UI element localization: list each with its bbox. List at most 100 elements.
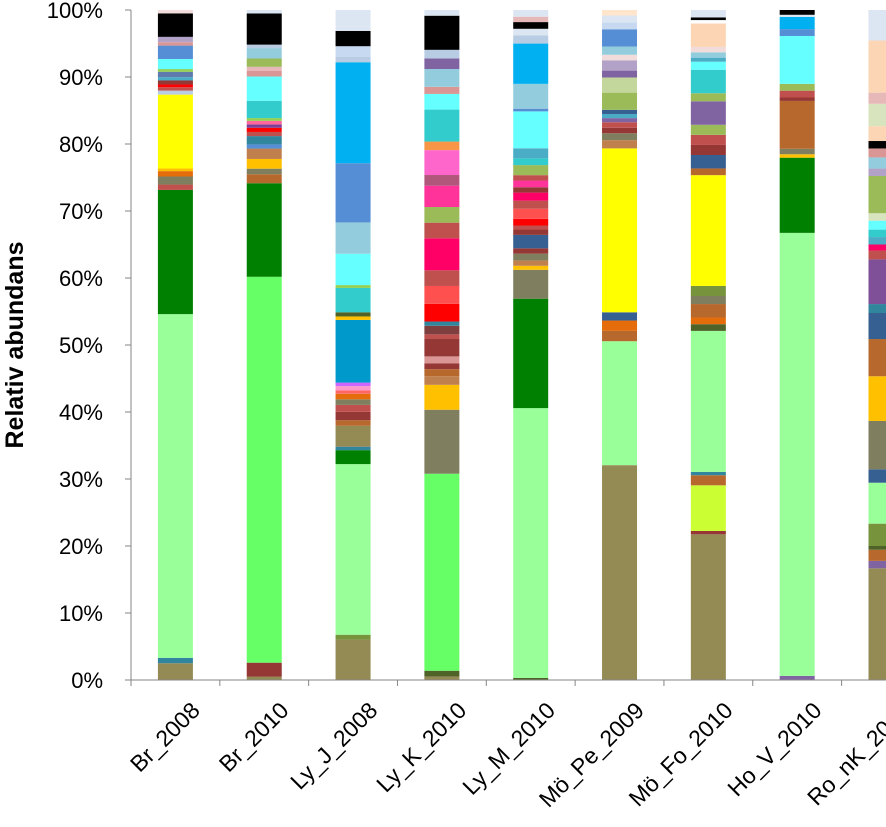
- bar-segment: [513, 28, 549, 36]
- bar-segment: [513, 253, 549, 261]
- bar-segment: [335, 287, 371, 313]
- bar-segment: [868, 10, 886, 41]
- bar-segment: [157, 168, 193, 172]
- bar-segment: [424, 376, 460, 385]
- bar-segment: [424, 207, 460, 223]
- y-tick-label: 40%: [59, 400, 103, 425]
- bar-segment: [602, 60, 638, 71]
- bar-segment: [246, 13, 282, 45]
- bar-segment: [602, 118, 638, 123]
- bar-segment: [424, 15, 460, 50]
- bar-segment: [868, 92, 886, 104]
- bar-segment: [779, 100, 815, 149]
- bar-segment: [335, 222, 371, 254]
- bar-segment: [690, 61, 726, 70]
- bar-segment: [779, 90, 815, 98]
- bar-segment: [157, 94, 193, 169]
- bar-segment: [424, 303, 460, 322]
- bar-segment: [424, 185, 460, 208]
- bar-segment: [868, 546, 886, 550]
- bar-segment: [690, 69, 726, 94]
- bar-segment: [868, 229, 886, 238]
- bar-segment: [424, 325, 460, 335]
- bar-segment: [602, 113, 638, 119]
- bar-segment: [246, 276, 282, 663]
- bar-segment: [513, 298, 549, 409]
- bar-segment: [424, 69, 460, 87]
- bar-segment: [868, 549, 886, 561]
- bar-segment: [513, 158, 549, 166]
- y-tick-label: 80%: [59, 132, 103, 157]
- bar-segment: [424, 58, 460, 70]
- bar-segment: [779, 35, 815, 84]
- bar-stack-8: [868, 10, 886, 680]
- bar-segment: [690, 317, 726, 325]
- bar-segment: [335, 425, 371, 447]
- bar-segment: [868, 176, 886, 214]
- bar-segment: [690, 93, 726, 102]
- bar-segment: [690, 530, 726, 535]
- bar-segment: [690, 295, 726, 305]
- bar-segment: [513, 269, 549, 299]
- bar-stack-4: [513, 10, 549, 680]
- bar-segment: [602, 54, 638, 61]
- bar-segment: [335, 319, 371, 383]
- bar-segment: [779, 157, 815, 233]
- bar-segment: [602, 330, 638, 342]
- bar-segment: [513, 35, 549, 44]
- bar-segment: [868, 213, 886, 221]
- bar-segment: [513, 677, 549, 680]
- bar-segment: [868, 40, 886, 93]
- bar-segment: [335, 26, 371, 31]
- bar-segment: [690, 57, 726, 62]
- bar-segment: [868, 157, 886, 169]
- bar-segment: [602, 109, 638, 114]
- bar-segment: [602, 148, 638, 313]
- bar-segment: [246, 120, 282, 125]
- bar-segment: [246, 174, 282, 184]
- bar-segment: [246, 58, 282, 67]
- bar-segment: [157, 189, 193, 315]
- bar-segment: [868, 304, 886, 313]
- bar-segment: [779, 97, 815, 101]
- bar-segment: [335, 46, 371, 57]
- bar-segment: [690, 175, 726, 286]
- bar-segment: [424, 93, 460, 110]
- x-category-label: Ly_J_2008: [285, 697, 382, 794]
- bar-segment: [690, 23, 726, 47]
- bar-segment: [779, 29, 815, 36]
- bar-segment: [335, 450, 371, 465]
- bar-segment: [690, 10, 726, 18]
- bar-segment: [602, 320, 638, 331]
- bar-segment: [157, 84, 193, 88]
- bar-segment: [602, 46, 638, 55]
- bar-segment: [690, 330, 726, 472]
- bar-segment: [157, 657, 193, 664]
- bar-segment: [335, 399, 371, 405]
- bar-segment: [335, 163, 371, 223]
- bar-segment: [335, 446, 371, 451]
- x-category-label: Ly_K_2010: [371, 697, 471, 797]
- bar-segment: [157, 87, 193, 91]
- bar-segment: [246, 118, 282, 121]
- bar-segment: [513, 180, 549, 188]
- bar-segment: [246, 10, 282, 14]
- bar-segment: [335, 62, 371, 164]
- bar-segment: [868, 141, 886, 149]
- bar-segment: [868, 259, 886, 305]
- bar-segment: [690, 144, 726, 156]
- bar-segment: [335, 30, 371, 47]
- bar-segment: [513, 111, 549, 149]
- bar-segment: [690, 168, 726, 176]
- y-tick-label: 20%: [59, 534, 103, 559]
- bar-segment: [513, 22, 549, 29]
- bar-segment: [690, 485, 726, 531]
- bar-segment: [424, 473, 460, 671]
- bar-segment: [157, 184, 193, 190]
- bar-stack-6: [690, 10, 726, 680]
- bar-segment: [690, 475, 726, 486]
- bar-segment: [157, 42, 193, 46]
- bar-segment: [779, 16, 815, 30]
- bar-segment: [424, 10, 460, 16]
- bar-segment: [246, 66, 282, 71]
